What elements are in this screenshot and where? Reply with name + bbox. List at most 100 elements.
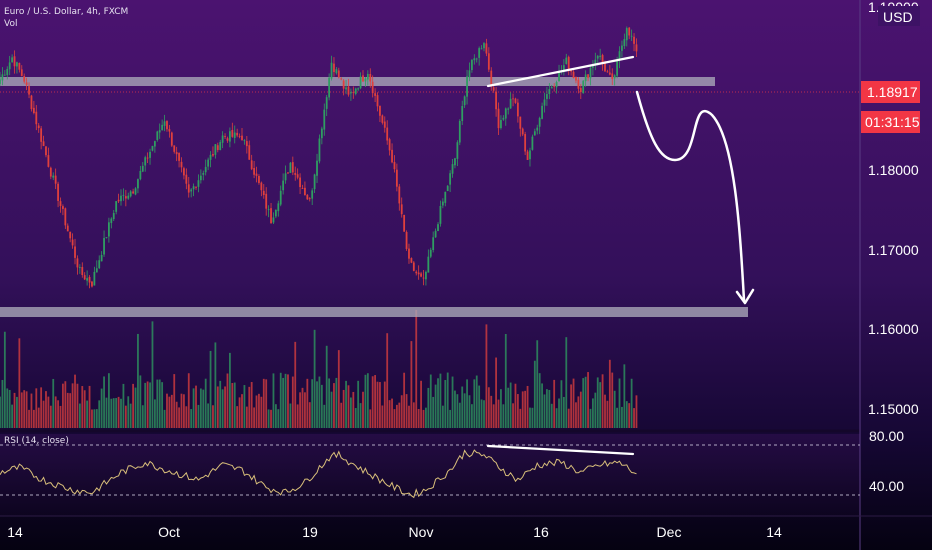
candle [207,157,210,171]
candle [613,74,616,86]
candle-body [110,218,113,224]
candle-body [0,79,1,84]
volume-bar [204,378,207,428]
volume-bar [243,385,246,428]
candle [567,55,570,76]
candle [45,146,47,158]
candle-body [35,111,38,125]
rsi-legend[interactable]: RSI (14, close) [4,436,69,446]
candle-body [599,55,602,57]
x-tick-label: Oct [158,524,180,540]
candle-body [362,75,364,82]
candle [311,188,314,205]
volume-bar [449,409,452,428]
volume-bar [42,400,45,428]
volume-bar [391,398,393,428]
candle-body [538,118,541,127]
candle-body [183,168,185,176]
volume-bar [13,392,16,428]
volume-bar [214,342,217,428]
candle [316,153,318,183]
candle [141,162,144,173]
candle-body [596,55,599,59]
candle-body [415,271,418,274]
volume-bar [124,405,127,428]
candle-body [337,70,340,78]
volume-bar [175,401,178,428]
candle-body [161,124,164,131]
candle [110,217,113,229]
candle [391,143,393,164]
candle [594,52,597,71]
volume-bar [161,382,164,428]
volume-bar [81,386,84,428]
candle-body [187,184,190,193]
countdown-tag [861,111,920,133]
price-axis[interactable]: 1.19000 USD 1.18000 1.17000 1.16000 1.15… [861,0,920,494]
candle [386,120,389,145]
volume-bar [282,377,285,428]
volume-bar [471,404,473,428]
candle [127,192,130,200]
candle-body [342,80,345,89]
candle [463,95,466,108]
volume-legend[interactable]: Vol [4,19,18,29]
time-axis[interactable]: 14 Oct 19 Nov 16 Dec 14 [7,524,782,540]
volume-bar [253,407,255,428]
volume-bar [395,404,398,428]
candle-body [439,205,442,224]
candle [13,50,16,74]
candle-body [296,174,299,178]
candle [325,95,328,117]
price-trendline[interactable] [486,55,635,88]
candle [209,151,212,168]
volume-bar [483,400,485,428]
candle-body [16,62,18,67]
volume-bar [163,409,166,428]
candle-body [248,145,251,160]
candle [190,188,193,198]
rsi-trendline[interactable] [486,444,635,456]
candle [342,79,345,96]
volume-bar [562,396,565,428]
candle [621,40,623,58]
candle-body [204,166,207,173]
volume-bar [521,391,524,428]
candle-body [495,91,497,110]
projection-arrow[interactable] [635,90,746,302]
volume-bar [538,373,541,428]
support-zone[interactable] [0,307,748,317]
candle [388,137,391,156]
candle-body [105,237,108,238]
volume-bar [611,372,614,428]
candle-body [340,78,343,80]
candle [415,270,418,276]
symbol-title[interactable]: Euro / U.S. Dollar, 4h, FXCM [4,7,129,17]
candle [516,98,519,123]
volume-bar [487,387,490,428]
candle [592,60,594,76]
candle [30,94,33,112]
volume-bar [359,403,362,428]
candle [575,76,577,84]
volume-bar [408,405,410,428]
volume-bar [352,391,355,428]
resistance-zone[interactable] [0,77,715,86]
candle [618,46,621,69]
candle-body [103,238,105,255]
volume-bar [379,382,381,428]
candle-body [468,70,471,78]
volume-bar [16,396,18,428]
candle [473,54,476,65]
candle-body [395,169,398,187]
volume-bar [509,382,512,428]
volume-bar [507,387,510,428]
candle [362,70,364,82]
candle [35,105,38,131]
candle [231,122,234,138]
candle-body [412,262,415,271]
y-tick-label: 1.16000 [868,321,919,337]
candle [480,45,483,50]
candle-body [562,65,565,72]
